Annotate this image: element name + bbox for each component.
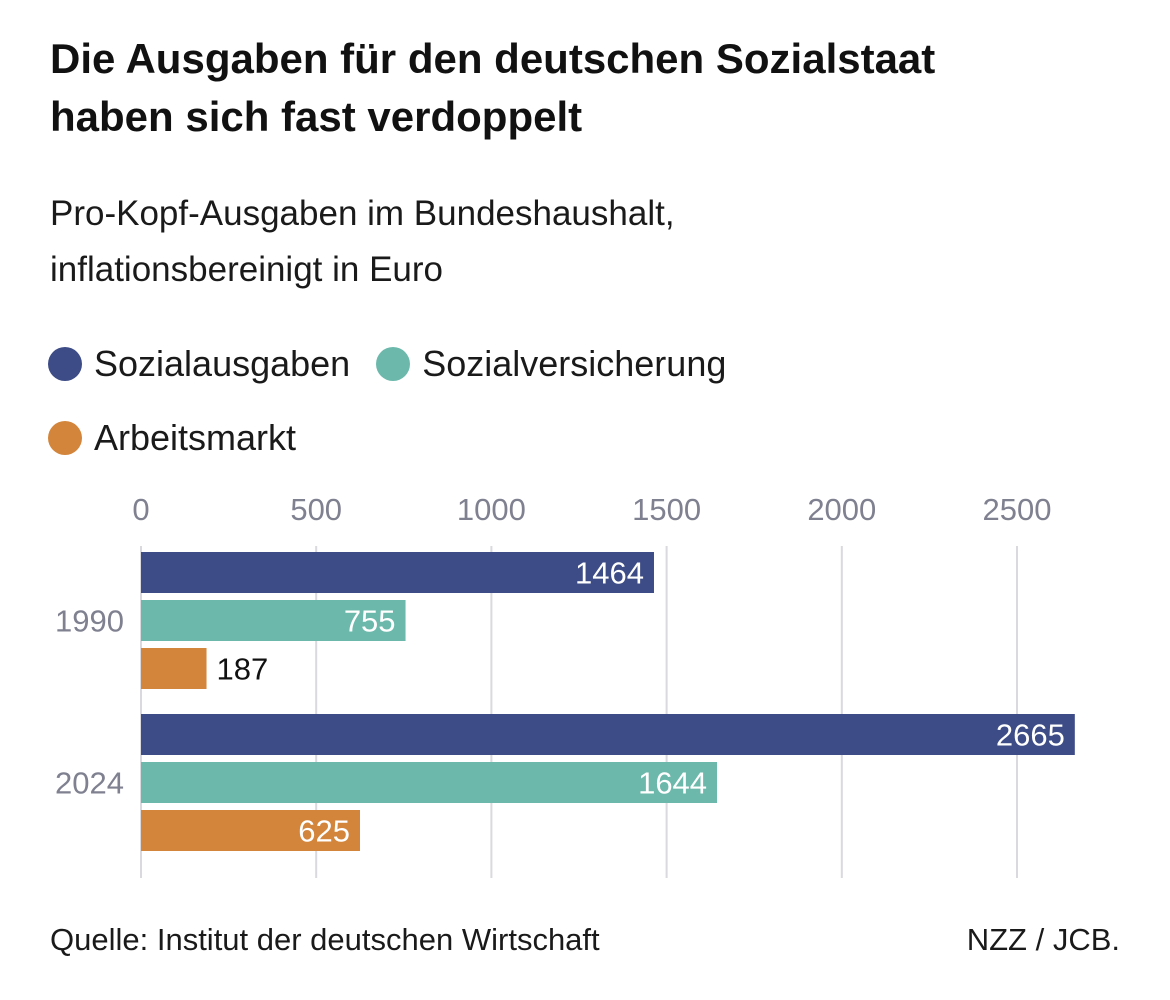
bar-sozialversicherung-1990 xyxy=(141,600,406,641)
data-label-sozialausgaben-1990: 1464 xyxy=(575,556,644,591)
bar-sozialversicherung-2024 xyxy=(141,762,718,803)
chart-title-line-2: haben sich fast verdoppelt xyxy=(50,93,583,140)
bar-arbeitsmarkt-1990 xyxy=(141,648,207,689)
data-label-sozialausgaben-2024: 2665 xyxy=(996,718,1065,753)
data-label-arbeitsmarkt-1990: 187 xyxy=(217,652,269,687)
bar-sozialausgaben-2024 xyxy=(141,714,1075,755)
bar-sozialausgaben-1990 xyxy=(141,552,654,593)
chart-subtitle-line-2: inflationsbereinigt in Euro xyxy=(50,250,444,289)
chart-title: Die Ausgaben für den deutschen Sozialsta… xyxy=(50,30,1130,146)
legend-item-sozialausgaben: Sozialausgaben xyxy=(48,343,350,385)
chart-title-line-1: Die Ausgaben für den deutschen Sozialsta… xyxy=(50,35,936,82)
legend-swatch-sozialversicherung xyxy=(376,347,411,381)
bar-chart: 0 500 1000 1500 2000 2500 1990 1464 755 187 2024 26… xyxy=(55,492,1075,878)
data-label-sozialversicherung-1990: 755 xyxy=(344,604,396,639)
y-category-label-2024: 2024 xyxy=(55,766,124,801)
data-label-arbeitsmarkt-2024: 625 xyxy=(298,814,350,849)
legend-label-arbeitsmarkt: Arbeitsmarkt xyxy=(94,417,297,458)
chart-legend: Sozialausgaben Sozialversicherung Arbeit… xyxy=(48,336,1128,484)
legend-label-sozialversicherung: Sozialversicherung xyxy=(422,343,727,384)
x-tick-label-0: 0 xyxy=(132,492,149,527)
legend-swatch-sozialausgaben xyxy=(48,347,82,381)
legend-label-sozialausgaben: Sozialausgaben xyxy=(94,343,351,384)
x-tick-label-1500: 1500 xyxy=(632,492,701,527)
legend-item-sozialversicherung: Sozialversicherung xyxy=(376,343,726,385)
legend-row-2: Arbeitsmarkt xyxy=(48,410,1128,466)
chart-subtitle: Pro-Kopf-Ausgaben im Bundeshaushalt, inf… xyxy=(50,186,1050,298)
chart-subtitle-line-1: Pro-Kopf-Ausgaben im Bundeshaushalt, xyxy=(50,194,675,233)
source-note: Quelle: Institut der deutschen Wirtschaf… xyxy=(50,922,600,957)
y-category-label-1990: 1990 xyxy=(55,604,124,639)
x-tick-label-500: 500 xyxy=(290,492,342,527)
credit-note: NZZ / JCB. xyxy=(966,922,1120,957)
data-label-sozialversicherung-2024: 1644 xyxy=(638,766,707,801)
bar-arbeitsmarkt-2024 xyxy=(141,810,360,851)
x-tick-label-2500: 2500 xyxy=(983,492,1052,527)
x-tick-label-2000: 2000 xyxy=(807,492,876,527)
x-tick-label-1000: 1000 xyxy=(457,492,526,527)
legend-swatch-arbeitsmarkt xyxy=(48,421,82,455)
legend-row-1: Sozialausgaben Sozialversicherung xyxy=(48,336,1128,392)
legend-item-arbeitsmarkt: Arbeitsmarkt xyxy=(48,417,296,459)
